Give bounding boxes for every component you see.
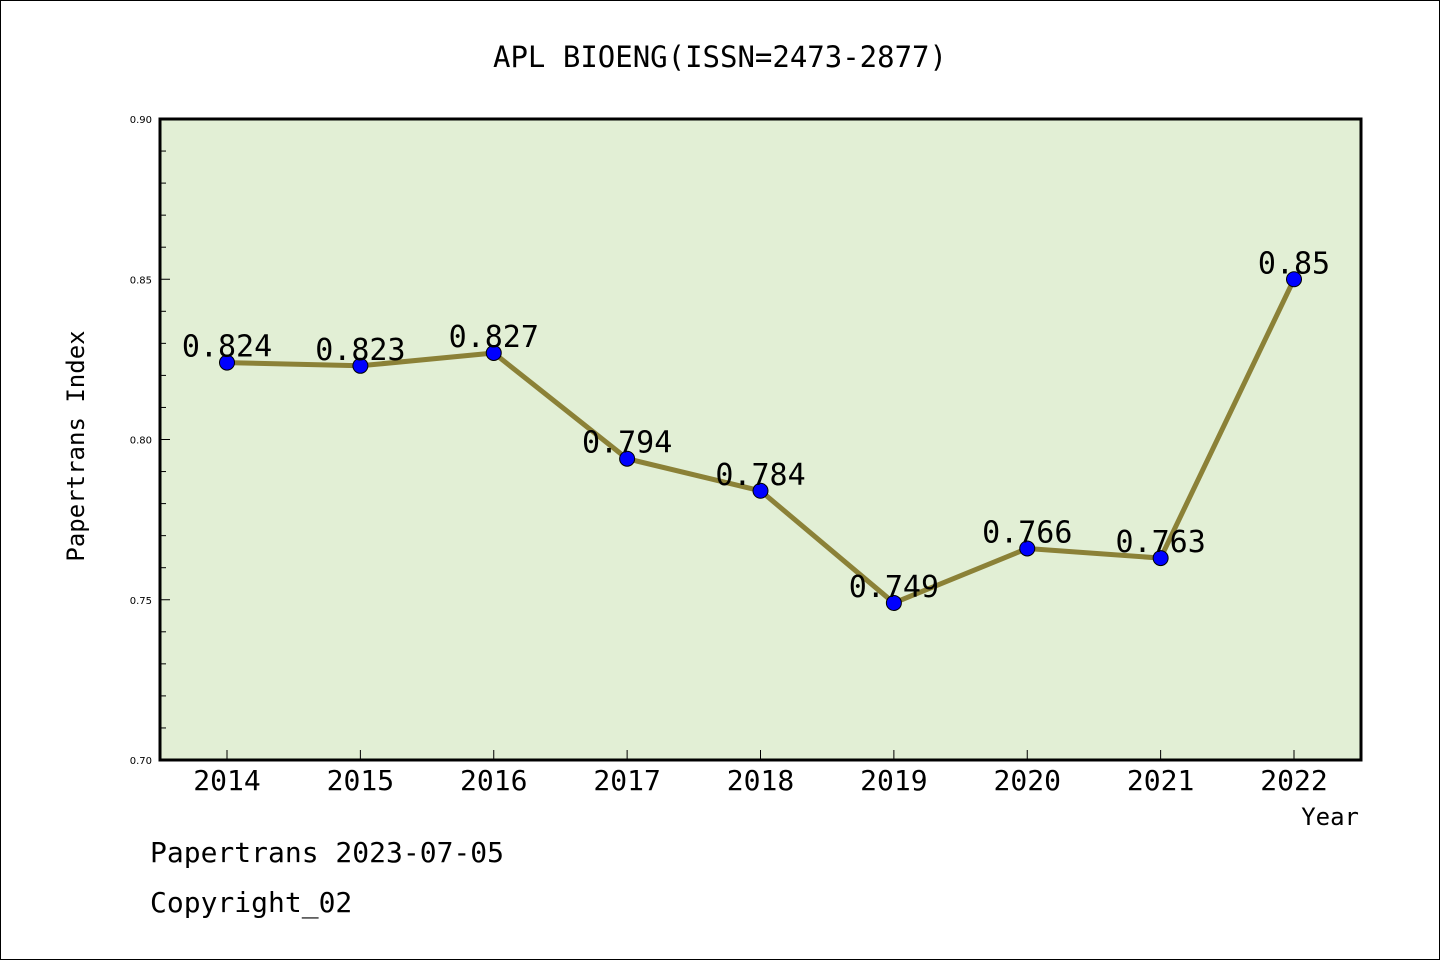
data-label: 0.827 — [449, 320, 539, 355]
data-label: 0.824 — [182, 330, 272, 365]
y-tick-label: 0.80 — [130, 436, 152, 447]
x-tick-label: 2015 — [327, 764, 394, 797]
data-point — [619, 450, 636, 467]
data-label: 0.794 — [582, 426, 672, 461]
data-label: 0.766 — [982, 515, 1072, 550]
y-axis: 0.70 0.75 0.80 0.85 0.90 — [130, 115, 170, 767]
data-point — [485, 344, 502, 361]
data-point — [752, 482, 769, 499]
x-tick-label: 2014 — [193, 764, 260, 797]
y-tick-label: 0.70 — [130, 756, 152, 767]
x-tick-label: 2020 — [994, 764, 1061, 797]
y-tick-label: 0.90 — [130, 115, 152, 126]
data-label: 0.85 — [1258, 246, 1330, 281]
data-labels: 0.824 0.823 0.827 0.794 0.784 0.749 0.766 0.763… — [182, 246, 1330, 605]
data-point — [219, 354, 235, 371]
data-point — [1286, 271, 1302, 288]
data-label: 0.823 — [315, 333, 405, 368]
footer-date: Papertrans 2023-07-05 — [150, 836, 505, 869]
y-tick-label: 0.75 — [130, 596, 152, 607]
series-markers — [219, 271, 1302, 611]
data-label: 0.763 — [1115, 525, 1205, 560]
data-point — [1152, 550, 1169, 567]
data-point — [352, 357, 369, 374]
data-point — [885, 594, 902, 611]
footer-copyright: Copyright_02 — [150, 886, 353, 919]
x-tick-label: 2019 — [860, 764, 927, 797]
data-label: 0.749 — [849, 570, 939, 605]
x-axis: 2014 2015 2016 2017 2018 2019 2020 2021 2022 — [193, 750, 1328, 797]
y-axis-label: Papertrans Index — [62, 330, 90, 561]
x-tick-label: 2022 — [1260, 764, 1327, 797]
x-tick-label: 2021 — [1127, 764, 1194, 797]
data-point — [1019, 540, 1036, 557]
y-tick-label: 0.85 — [130, 275, 152, 286]
x-tick-label: 2018 — [727, 764, 794, 797]
chart-title: APL BIOENG(ISSN=2473-2877) — [493, 40, 947, 74]
x-tick-label: 2016 — [460, 764, 527, 797]
x-tick-label: 2017 — [593, 764, 660, 797]
data-label: 0.784 — [715, 458, 805, 493]
plot-area — [158, 117, 1363, 762]
x-axis-label: Year — [1301, 803, 1359, 831]
